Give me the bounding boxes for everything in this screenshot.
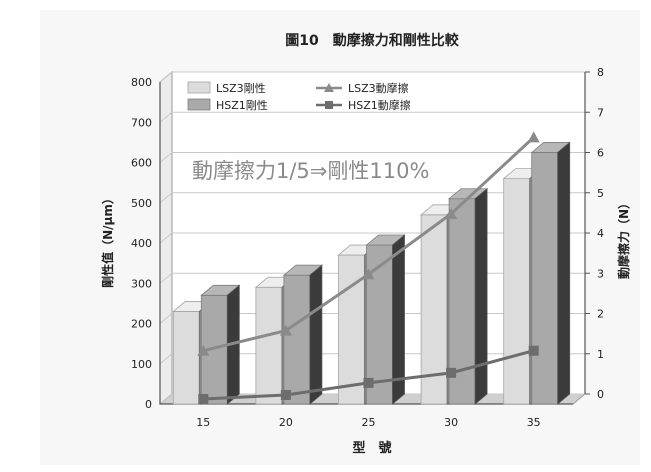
y-left-tick-label: 600 xyxy=(131,157,152,170)
y-left-tick-label: 300 xyxy=(131,277,152,290)
y-right-tick-label: 8 xyxy=(597,66,604,79)
bar-lsz3 xyxy=(255,286,283,405)
gridline-side xyxy=(159,393,173,405)
legend-swatch-bar xyxy=(187,98,211,111)
y-right-tick-label: 3 xyxy=(597,267,604,280)
bar-lsz3 xyxy=(338,254,365,405)
line-point-triangle xyxy=(279,324,292,336)
legend-label: HSZ1剛性 xyxy=(216,98,268,112)
y-left-axis-label: 剛性值（N/μm） xyxy=(100,192,115,288)
bar-hsz1 xyxy=(283,274,311,405)
bar-lsz3 xyxy=(503,178,531,405)
legend-label: LSZ3剛性 xyxy=(216,81,266,95)
x-tick-label: 20 xyxy=(279,416,293,429)
gridline-side xyxy=(159,232,173,244)
x-tick-label: 15 xyxy=(196,416,210,429)
legend-swatch-bar xyxy=(187,81,211,94)
x-axis-label: 型 號 xyxy=(352,440,391,456)
bar-lsz3 xyxy=(172,311,200,405)
line-point-square xyxy=(363,377,374,388)
x-tick-label: 30 xyxy=(444,416,458,429)
y-left-tick-label: 500 xyxy=(131,197,152,210)
legend-marker-square xyxy=(325,101,333,109)
line-point-triangle xyxy=(445,207,458,219)
y-right-tick-label: 4 xyxy=(597,227,604,240)
gridline-side xyxy=(159,192,173,204)
line-point-square xyxy=(446,367,457,378)
y-right-tick-label: 0 xyxy=(597,388,604,401)
y-right-tick-label: 1 xyxy=(597,348,604,361)
x-tick-label: 25 xyxy=(362,416,376,429)
y-left-tick-label: 0 xyxy=(145,398,152,411)
legend-marker-triangle xyxy=(324,83,334,92)
line-point-square xyxy=(528,345,539,356)
gridline-side xyxy=(159,313,173,324)
legend-label: LSZ3動摩擦 xyxy=(348,81,409,95)
y-right-tick-label: 5 xyxy=(597,187,604,200)
bar-side-face xyxy=(474,187,488,405)
y-right-tick-label: 6 xyxy=(597,147,604,160)
y-left-tick-label: 200 xyxy=(131,318,152,331)
x-tick-label: 35 xyxy=(527,416,541,429)
line-point-triangle xyxy=(527,131,540,143)
gridline-side xyxy=(159,353,173,365)
bar-hsz1 xyxy=(531,152,559,405)
chart-title: 圖10 動摩擦力和剛性比較 xyxy=(285,32,459,49)
gridline-side xyxy=(159,152,173,163)
y-left-tick-label: 700 xyxy=(131,116,152,129)
line-point-square xyxy=(280,389,291,400)
gridline-side xyxy=(159,71,173,83)
bar-side-face xyxy=(392,234,405,405)
line-point-triangle xyxy=(197,344,210,356)
y-left-tick-label: 100 xyxy=(131,358,152,371)
gridline-side xyxy=(159,272,173,284)
y-left-tick-label: 400 xyxy=(131,237,152,250)
y-right-tick-label: 7 xyxy=(597,106,604,119)
y-right-tick-label: 2 xyxy=(597,308,604,321)
y-left-tick-label: 800 xyxy=(131,76,152,89)
chart-annotation: 動摩擦力1/5⇒剛性110% xyxy=(192,159,429,183)
gridline-side xyxy=(159,111,173,123)
line-point-triangle xyxy=(362,268,375,280)
legend-label: HSZ1動摩擦 xyxy=(348,98,411,112)
line-point-square xyxy=(198,394,209,404)
bar-side-face xyxy=(309,264,323,405)
bar-side-face xyxy=(557,141,571,405)
y-right-axis-label: 動摩擦力（N） xyxy=(616,197,631,279)
